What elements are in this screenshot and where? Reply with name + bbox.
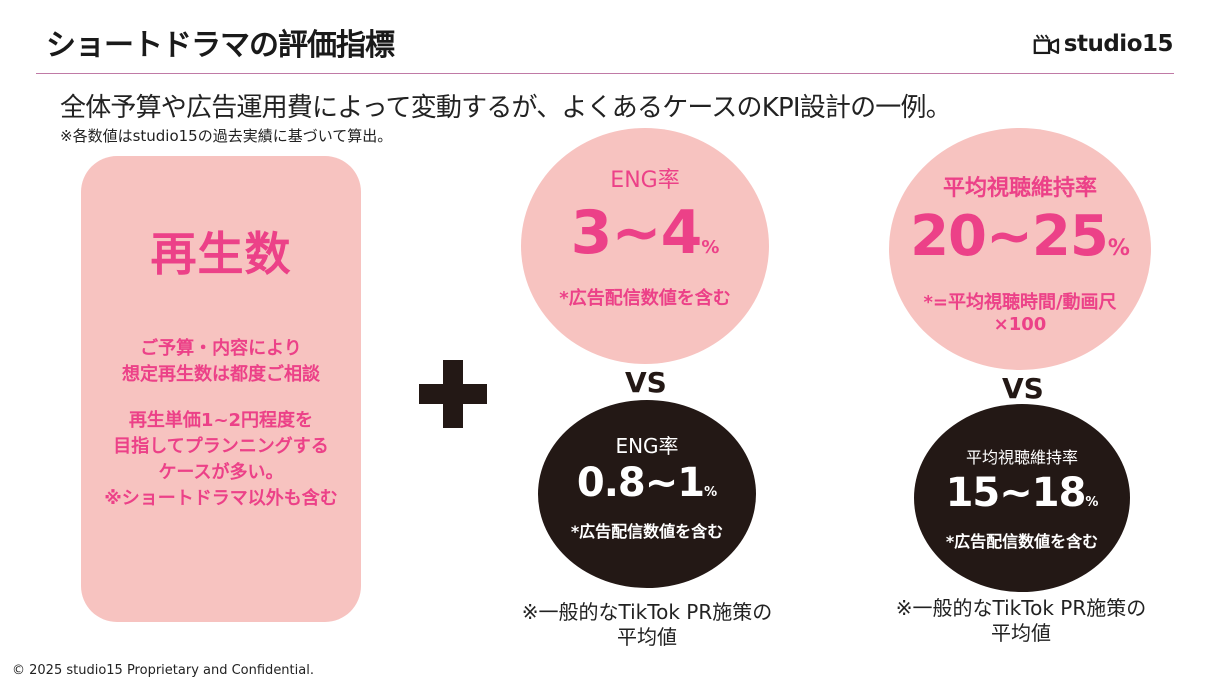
retention-footnote-line: 平均値 [991,621,1051,645]
retention-benchmark-circle: 平均視聴維持率 15~18% *広告配信数値を含む [914,404,1130,592]
views-description: ご予算・内容により 想定再生数は都度ご相談 再生単価1~2円程度を 目指してプラ… [81,336,361,512]
eng-benchmark-label: ENG率 [615,434,679,458]
clapper-camera-icon [1033,34,1060,55]
retention-benchmark-note: *広告配信数値を含む [945,532,1099,551]
retention-vs-label: VS [1002,372,1044,405]
retention-benchmark-value: 15~18% [914,470,1130,516]
intro-note: ※各数値はstudio15の過去実績に基づいて算出。 [60,127,393,145]
eng-footnote-line: 平均値 [617,625,677,649]
eng-benchmark-number: 0.8~1 [576,460,705,506]
eng-target-unit: % [701,237,720,258]
retention-benchmark-label: 平均視聴維持率 [965,448,1078,467]
eng-benchmark-note: *広告配信数値を含む [570,522,724,541]
retention-benchmark-unit: % [1085,495,1099,510]
eng-benchmark-unit: % [704,485,718,500]
views-desc-line: ※ショートドラマ以外も含む [104,488,338,509]
eng-target-value: 3~4% [521,198,769,268]
retention-footnote: ※一般的なTikTok PR施策の 平均値 [876,596,1166,646]
views-desc-line: 再生単価1~2円程度を [128,410,314,431]
retention-target-circle: 平均視聴維持率 20~25% *=平均視聴時間/動画尺 ×100 [889,128,1151,370]
views-desc-line: 目指してプランニングする [113,436,329,457]
copyright-text: © 2025 studio15 Proprietary and Confiden… [12,663,314,678]
eng-target-number: 3~4 [570,198,703,268]
retention-target-note: *=平均視聴時間/動画尺 [923,292,1117,313]
intro-subtitle: 全体予算や広告運用費によって変動するが、よくあるケースのKPI設計の一例。 [60,93,952,123]
views-desc-line: ケースが多い。 [158,462,284,483]
retention-target-note-2: ×100 [993,314,1047,335]
views-heading: 再生数 [150,227,292,281]
header-divider [36,73,1174,74]
retention-target-value: 20~25% [889,204,1151,269]
eng-vs-label: VS [625,366,667,399]
plus-icon [419,360,487,428]
page-title: ショートドラマの評価指標 [46,28,395,63]
retention-footnote-line: ※一般的なTikTok PR施策の [895,596,1147,620]
eng-target-label: ENG率 [610,168,680,193]
views-card: 再生数 ご予算・内容により 想定再生数は都度ご相談 再生単価1~2円程度を 目指… [81,156,361,622]
eng-target-note: *広告配信数値を含む [559,288,731,309]
eng-footnote: ※一般的なTikTok PR施策の 平均値 [502,600,792,650]
views-desc-line: ご予算・内容により [140,338,302,359]
views-desc-line: 想定再生数は都度ご相談 [122,364,320,385]
retention-benchmark-number: 15~18 [945,470,1087,516]
eng-benchmark-value: 0.8~1% [538,460,756,506]
eng-footnote-line: ※一般的なTikTok PR施策の [521,600,773,624]
retention-target-label: 平均視聴維持率 [942,176,1097,201]
eng-target-circle: ENG率 3~4% *広告配信数値を含む [521,128,769,364]
logo-text: studio15 [1063,31,1174,57]
retention-target-number: 20~25 [910,204,1109,269]
eng-benchmark-circle: ENG率 0.8~1% *広告配信数値を含む [538,400,756,588]
retention-target-unit: % [1107,236,1130,261]
studio15-logo: studio15 [1033,30,1174,58]
